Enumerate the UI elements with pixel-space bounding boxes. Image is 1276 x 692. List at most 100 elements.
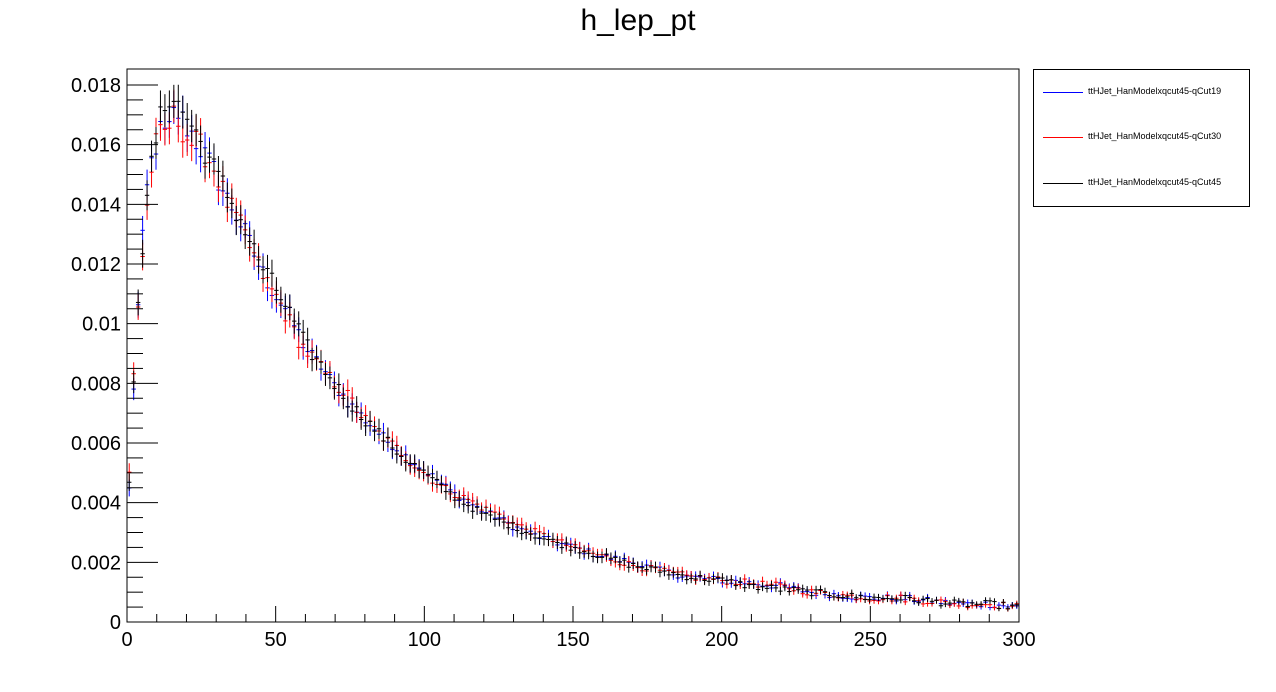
- data-point: [822, 587, 828, 596]
- axes: 0 50 100 150 200 250 300 0 0.002 0.004 0.006 0.008 0…: [71, 68, 1036, 651]
- data-point: [648, 561, 654, 573]
- data-point: [938, 596, 944, 604]
- data-point: [265, 254, 270, 283]
- data-point: [457, 491, 462, 508]
- data-point: [492, 512, 498, 527]
- data-point: [903, 598, 908, 606]
- data-point: [176, 84, 181, 118]
- data-point: [220, 160, 226, 192]
- legend-label: ttHJet_HanModelxqcut45-qCut30: [1088, 131, 1222, 141]
- x-tick-label: 300: [1002, 629, 1035, 651]
- data-point: [225, 182, 230, 213]
- y-tick-label: 0.018: [71, 75, 121, 97]
- data-point: [787, 587, 792, 596]
- data-point: [501, 514, 507, 530]
- data-point: [278, 286, 284, 313]
- data-point: [408, 454, 413, 473]
- data-point: [769, 581, 774, 590]
- series-layer: [127, 84, 1019, 612]
- data-point: [332, 377, 337, 400]
- data-point: [461, 496, 466, 513]
- data-point: [296, 311, 301, 337]
- data-point: [791, 583, 796, 592]
- data-point: [296, 335, 301, 360]
- data-point: [925, 595, 930, 603]
- data-point: [167, 90, 172, 124]
- y-tick-label: 0.002: [71, 552, 121, 574]
- data-point: [341, 387, 346, 410]
- data-point: [666, 569, 672, 580]
- data-point: [358, 409, 364, 430]
- data-point: [519, 526, 524, 541]
- data-point: [639, 562, 645, 574]
- data-point: [180, 95, 185, 129]
- data-point: [564, 536, 569, 550]
- data-point: [885, 595, 890, 603]
- data-point: [403, 453, 408, 472]
- y-tick-label: 0.01: [82, 314, 121, 336]
- data-point: [171, 84, 177, 118]
- data-point: [354, 396, 359, 418]
- data-point: [470, 503, 475, 519]
- data-point: [416, 460, 422, 479]
- series-2: [127, 89, 1019, 612]
- data-point: [662, 565, 667, 577]
- data-point: [934, 596, 939, 604]
- data-point: [581, 545, 587, 558]
- data-point: [764, 584, 770, 593]
- legend-label: ttHJet_HanModelxqcut45-qCut19: [1088, 86, 1222, 96]
- data-point: [185, 103, 190, 136]
- data-point: [911, 597, 917, 605]
- data-point: [804, 585, 810, 595]
- data-point: [880, 595, 886, 603]
- data-point: [992, 598, 997, 605]
- legend-entry: ttHJet_HanModelxqcut45-qCut30: [1034, 128, 1249, 148]
- data-point: [251, 229, 257, 258]
- data-point: [537, 531, 542, 545]
- data-point: [193, 113, 199, 147]
- data-point: [974, 601, 979, 608]
- data-point: [149, 140, 154, 172]
- data-point: [742, 574, 747, 584]
- data-point: [162, 94, 168, 127]
- data-point: [590, 550, 596, 563]
- data-point: [577, 546, 582, 559]
- data-point: [555, 536, 560, 549]
- y-tick-label: 0.006: [71, 433, 121, 455]
- data-point: [778, 579, 783, 589]
- data-point: [729, 575, 734, 585]
- data-point: [965, 603, 970, 610]
- data-point: [862, 596, 868, 604]
- data-point: [983, 597, 988, 604]
- data-point: [532, 531, 538, 545]
- data-point: [920, 595, 926, 603]
- data-point: [952, 596, 957, 604]
- data-point: [385, 427, 391, 448]
- data-point: [751, 579, 756, 589]
- data-point: [631, 557, 636, 570]
- data-point: [207, 141, 212, 173]
- data-point: [702, 575, 707, 586]
- data-point: [300, 319, 306, 345]
- data-point: [818, 585, 823, 594]
- data-point: [269, 259, 275, 287]
- data-point: [510, 515, 515, 531]
- data-point: [180, 125, 185, 158]
- data-point: [323, 363, 328, 386]
- data-point: [929, 598, 935, 605]
- data-point: [144, 180, 150, 211]
- data-point: [733, 581, 738, 590]
- data-point: [845, 593, 850, 601]
- data-point: [287, 294, 292, 321]
- data-point: [599, 551, 605, 564]
- data-point: [425, 465, 431, 484]
- legend-line-icon: [1043, 183, 1083, 184]
- data-point: [831, 593, 837, 601]
- data-point: [260, 256, 266, 284]
- data-point: [216, 155, 221, 187]
- data-point: [903, 591, 908, 600]
- data-point: [523, 525, 529, 540]
- data-point: [350, 400, 355, 422]
- data-point: [550, 532, 556, 546]
